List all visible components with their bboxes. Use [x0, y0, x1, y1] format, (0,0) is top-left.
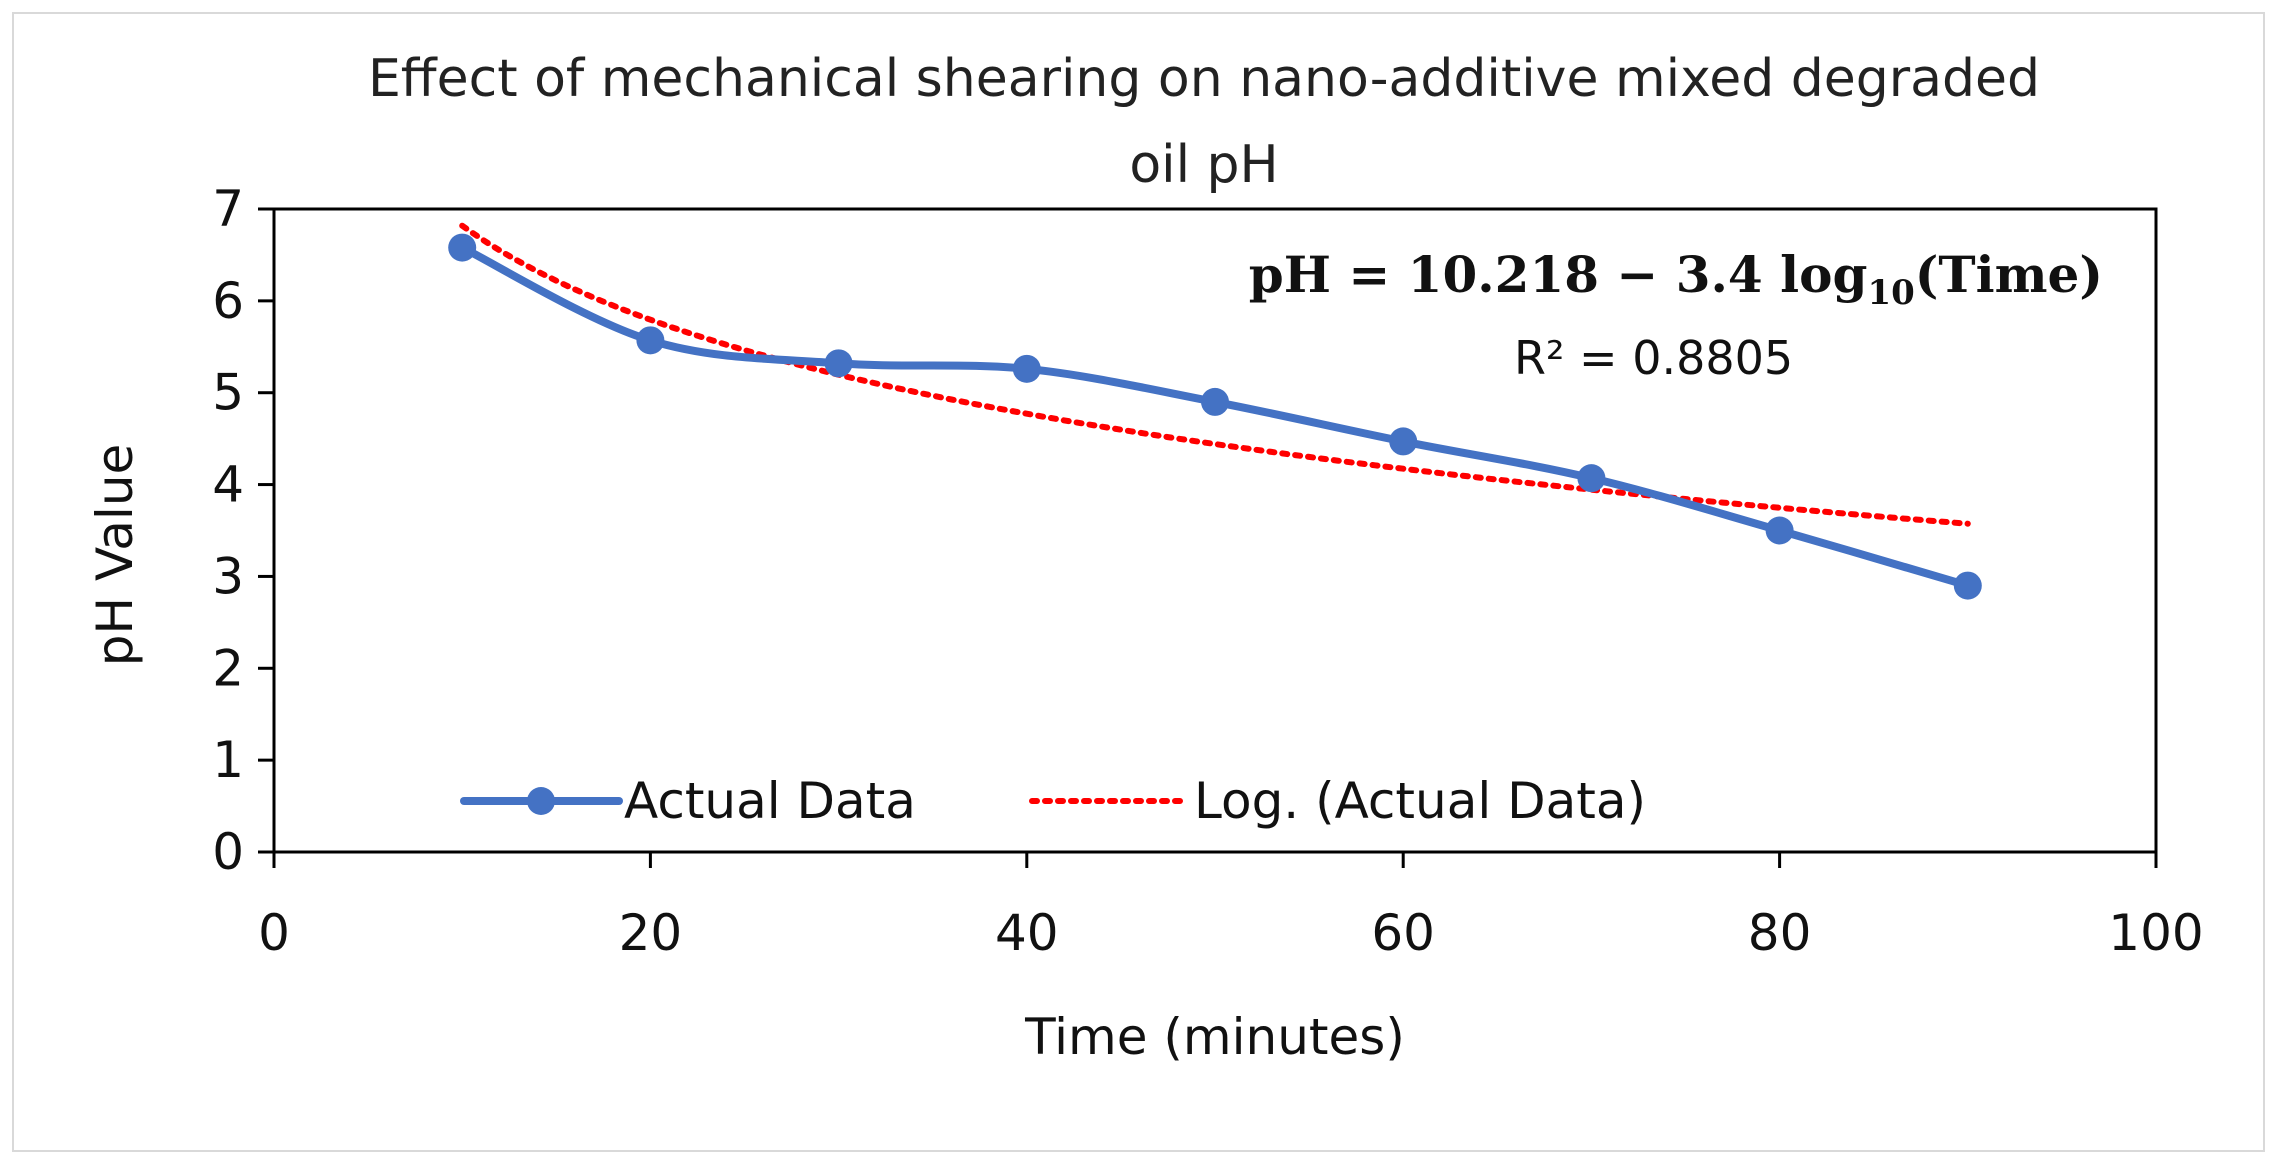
legend: Actual Data Log. (Actual Data)	[460, 772, 1646, 830]
chart-frame: Effect of mechanical shearing on nano-ad…	[12, 12, 2265, 1152]
axes	[258, 207, 2158, 868]
legend-actual-label: Actual Data	[624, 772, 916, 830]
equation-main: pH = 10.218 − 3.4 log	[1249, 245, 1868, 304]
actual-data-point	[636, 326, 665, 355]
y-tick-label: 5	[212, 364, 244, 422]
y-tick-label: 0	[212, 823, 244, 881]
equation-argument: (Time)	[1915, 245, 2103, 304]
actual-data-point	[824, 349, 853, 378]
actual-data-point	[1389, 427, 1418, 456]
actual-data-point	[1201, 387, 1229, 416]
y-axis-title: pH Value	[86, 444, 144, 667]
actual-data-point	[1577, 464, 1606, 493]
trendline-layer	[459, 222, 1971, 527]
trendline-equation: pH = 10.218 − 3.4 log10(Time)	[1249, 245, 2103, 313]
actual-data-point	[1765, 516, 1794, 545]
equation-subscript: 10	[1867, 273, 1914, 313]
x-tick-label: 40	[995, 904, 1059, 962]
legend-actual-marker	[527, 787, 555, 815]
chart-svg: Effect of mechanical shearing on nano-ad…	[86, 49, 2204, 1066]
y-tick-label: 2	[212, 639, 244, 697]
x-axis-title: Time (minutes)	[1024, 1008, 1405, 1066]
r-squared-label: R² = 0.8805	[1514, 331, 1793, 385]
x-tick-label: 100	[2108, 904, 2203, 962]
chart-title-line-2: oil pH	[1129, 135, 1278, 195]
x-tick-label: 80	[1748, 904, 1812, 962]
series-layer	[448, 233, 1982, 600]
x-tick-label: 20	[619, 904, 683, 962]
y-tick-label: 7	[212, 180, 244, 238]
y-tick-label: 3	[212, 547, 244, 605]
actual-data-point	[448, 233, 477, 262]
actual-data-point	[1012, 354, 1041, 383]
y-tick-labels: 0 1 2 3 4 5 6 7	[212, 180, 244, 881]
actual-data-point	[1953, 571, 1982, 600]
trendline-path	[459, 222, 1971, 527]
y-tick-label: 6	[212, 272, 244, 330]
x-tick-label: 60	[1371, 904, 1435, 962]
plot-area-border	[272, 207, 2158, 854]
y-tick-label: 4	[212, 456, 244, 514]
y-tick-label: 1	[212, 731, 244, 789]
chart-title-line-1: Effect of mechanical shearing on nano-ad…	[368, 49, 2040, 109]
x-tick-labels: 0 20 40 60 80 100	[258, 904, 2204, 962]
x-tick-label: 0	[258, 904, 290, 962]
legend-trend-label: Log. (Actual Data)	[1194, 772, 1646, 830]
